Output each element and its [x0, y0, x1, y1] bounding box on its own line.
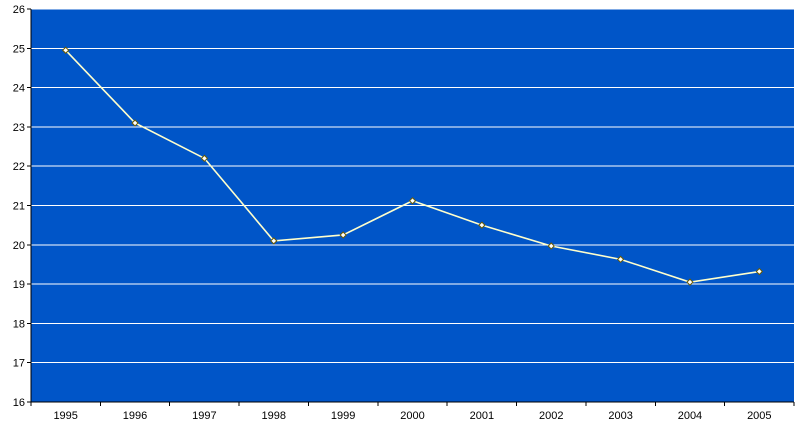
x-tick-label: 2005: [747, 410, 771, 422]
y-tick-label: 17: [13, 358, 25, 370]
y-tick-label: 21: [13, 201, 25, 213]
y-tick-label: 25: [13, 43, 25, 55]
data-point-marker: [339, 231, 347, 239]
y-tick-label: 22: [13, 161, 25, 173]
x-tick-label: 2002: [539, 410, 563, 422]
x-tick-label: 1999: [331, 410, 355, 422]
y-tick-label: 19: [13, 279, 25, 291]
y-tick-label: 16: [13, 397, 25, 409]
data-point-marker: [547, 242, 555, 250]
data-point-marker: [755, 267, 764, 276]
x-tick-labels: 1995 1996 1997 1998 1999 2000 2001 2002 2003 2004…: [53, 410, 771, 422]
y-tick-label: 24: [13, 83, 25, 95]
x-tick-label: 2004: [678, 410, 702, 422]
y-tick-label: 18: [13, 318, 25, 330]
data-point-marker: [270, 237, 278, 245]
data-point-marker: [686, 278, 694, 286]
y-tick-label: 20: [13, 240, 25, 252]
y-tick-labels: 16 17 18 19 20 21 22 23 24 25 26: [13, 4, 25, 409]
data-point-marker: [408, 197, 417, 205]
axes: [27, 8, 795, 406]
data-point-marker: [131, 119, 139, 127]
x-tick-label: 2000: [400, 410, 424, 422]
x-tick-label: 2003: [608, 410, 632, 422]
x-tick-label: 1997: [192, 410, 216, 422]
x-tick-label: 2001: [470, 410, 494, 422]
data-point-marker: [200, 154, 209, 163]
x-tick-label: 1998: [262, 410, 286, 422]
data-point-marker: [61, 46, 70, 54]
y-tick-label: 23: [13, 122, 25, 134]
x-tick-label: 1996: [123, 410, 147, 422]
data-series: [61, 46, 764, 286]
data-point-marker: [616, 255, 625, 264]
gridlines: [31, 8, 794, 364]
x-tick-label: 1995: [53, 410, 77, 422]
data-point-marker: [478, 221, 486, 229]
y-tick-label: 26: [13, 4, 25, 16]
